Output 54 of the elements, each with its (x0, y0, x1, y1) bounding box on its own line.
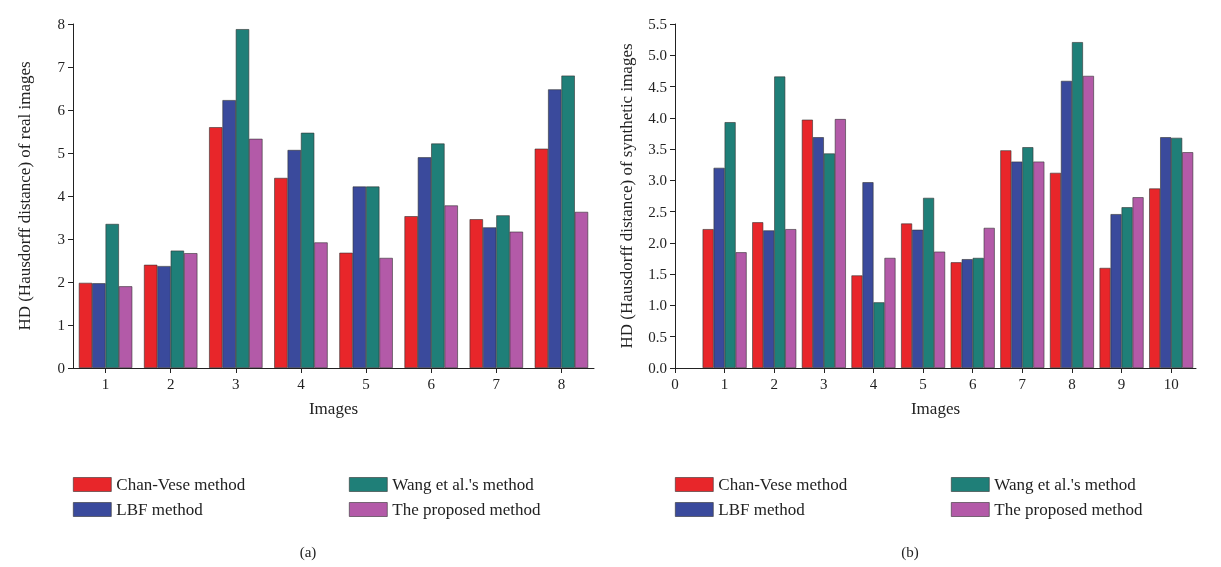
x-tick-label: 5 (919, 375, 927, 392)
legend-label: The proposed method (994, 500, 1144, 519)
y-tick-label: 2.0 (648, 234, 667, 251)
y-tick-label: 8 (57, 16, 65, 32)
x-axis-title: Images (910, 399, 961, 418)
y-tick-label: 0.0 (648, 360, 667, 376)
x-tick-label: 8 (1068, 375, 1076, 392)
y-tick-label: 2.5 (648, 203, 667, 220)
y-tick-label: 3 (57, 231, 65, 247)
text: (a) (299, 543, 317, 561)
y-tick-label: 5.5 (648, 16, 667, 32)
text: (b) (901, 543, 919, 561)
x-axis-title: Images (308, 399, 359, 418)
x-tick-label: 4 (869, 375, 878, 392)
y-tick-label: 1.0 (648, 297, 667, 314)
y-tick-label: 6 (57, 102, 66, 118)
y-axis-title: HD (Hausdorff distance) of synthetic images (617, 43, 636, 349)
y-tick-label: 0.5 (648, 328, 667, 345)
x-tick-label: 4 (297, 375, 306, 392)
y-tick-label: 7 (57, 59, 66, 75)
legend-label: Chan-Vese method (718, 475, 848, 494)
y-tick-label: 0 (57, 360, 65, 376)
y-tick-label: 5.0 (648, 47, 667, 64)
x-tick-label: 2 (770, 375, 778, 392)
legend-label: Wang et al.'s method (392, 475, 535, 494)
y-tick-label: 4.5 (648, 78, 667, 95)
legend-label: LBF method (116, 500, 204, 519)
y-tick-label: 1 (57, 317, 65, 333)
x-tick-label: 1 (101, 375, 110, 392)
y-tick-label: 4.0 (648, 109, 667, 126)
x-tick-label: 7 (492, 375, 501, 392)
y-tick-label: 5 (57, 145, 65, 161)
y-tick-label: 3.0 (648, 172, 667, 189)
x-tick-label: 9 (1117, 375, 1126, 392)
x-tick-label: 3 (232, 375, 240, 392)
legend-label: The proposed method (392, 500, 542, 519)
x-tick-label: 2 (166, 375, 175, 392)
x-tick-label: 5 (362, 375, 370, 392)
y-axis-title: HD (Hausdorff distance) of real images (15, 61, 34, 331)
y-tick-label: 2 (57, 274, 65, 290)
x-tick-label: 6 (427, 375, 436, 392)
x-tick-label: 10 (1163, 375, 1179, 392)
y-tick-label: 4 (57, 188, 66, 204)
x-tick-label: 0 (671, 375, 679, 392)
legend-label: LBF method (718, 500, 806, 519)
legend-label: Chan-Vese method (116, 475, 246, 494)
y-tick-label: 3.5 (648, 141, 667, 158)
x-tick-label: 1 (720, 375, 729, 392)
x-tick-label: 6 (968, 375, 977, 392)
x-tick-label: 7 (1018, 375, 1027, 392)
y-tick-label: 1.5 (648, 266, 667, 283)
x-tick-label: 8 (557, 375, 566, 392)
legend-label: Wang et al.'s method (994, 475, 1137, 494)
x-tick-label: 3 (820, 375, 828, 392)
